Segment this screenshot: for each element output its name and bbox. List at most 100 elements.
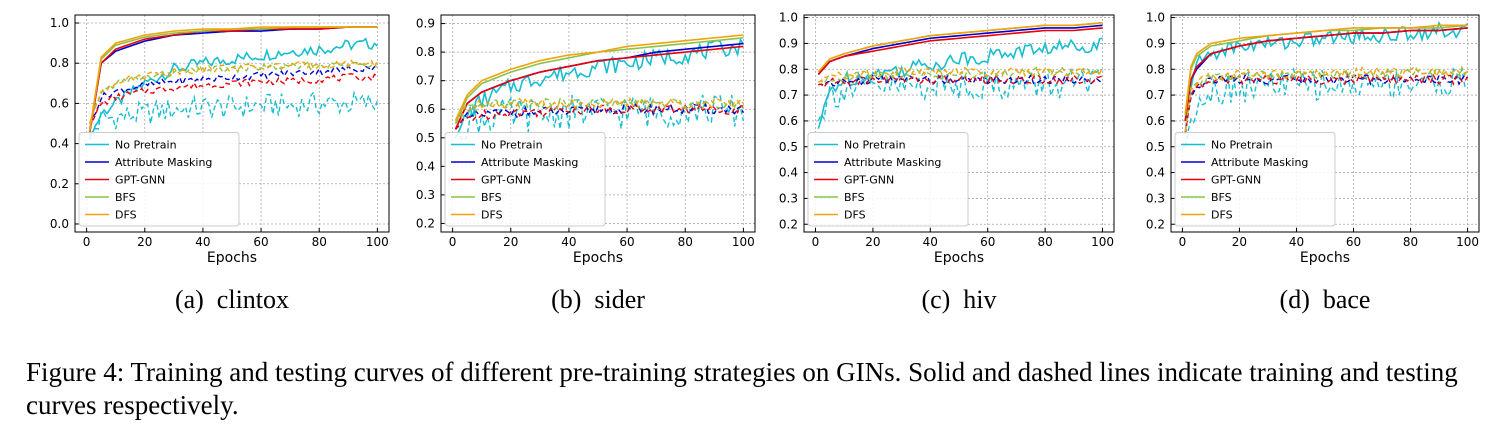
x-tick-label: 40 bbox=[561, 235, 576, 249]
x-tick-label: 60 bbox=[1346, 235, 1361, 249]
series-line-no-pretrain-test bbox=[817, 67, 1103, 122]
legend-label: Attribute Masking bbox=[115, 156, 212, 169]
y-tick-label: 0.4 bbox=[1146, 166, 1165, 180]
y-tick-label: 0.4 bbox=[779, 166, 798, 180]
legend-label: DFS bbox=[481, 209, 503, 222]
x-tick-label: 0 bbox=[812, 235, 820, 249]
series-line-dfs-test bbox=[818, 66, 1104, 83]
y-tick-label: 0.4 bbox=[416, 159, 435, 173]
y-tick-label: 0.5 bbox=[416, 131, 435, 145]
x-tick-label: 20 bbox=[1232, 235, 1247, 249]
legend-label: Attribute Masking bbox=[844, 156, 941, 169]
legend-label: BFS bbox=[115, 191, 136, 204]
legend-label: No Pretrain bbox=[1211, 139, 1273, 152]
series-line-gpt-gnn-train bbox=[454, 45, 744, 130]
x-tick-label: 100 bbox=[1456, 235, 1479, 249]
y-tick-label: 0.2 bbox=[416, 216, 435, 230]
legend-label: Attribute Masking bbox=[481, 156, 578, 169]
plot-frame bbox=[1170, 14, 1480, 233]
y-tick-label: 0.7 bbox=[1146, 88, 1165, 102]
series-line-gpt-gnn-test bbox=[1184, 73, 1469, 134]
y-tick-label: 0.2 bbox=[50, 177, 69, 191]
plot-frame bbox=[803, 14, 1115, 233]
chart-panel-1: 0 20 40 60 80 100 0.0 0.2 0.4 0.6 0.8 1.0 Epochs No P… bbox=[50, 14, 390, 314]
series-line-attribute-masking-train bbox=[454, 42, 744, 130]
y-tick-label: 1.0 bbox=[50, 16, 69, 30]
y-tick-label: 0.9 bbox=[1146, 36, 1165, 50]
x-tick-label: 60 bbox=[980, 235, 995, 249]
legend-label: GPT-GNN bbox=[481, 174, 531, 187]
x-tick-label: 100 bbox=[366, 235, 389, 249]
x-tick-label: 40 bbox=[1289, 235, 1304, 249]
y-tick-label: 0.6 bbox=[1146, 114, 1165, 128]
x-tick-label: 20 bbox=[137, 235, 152, 249]
legend-label: BFS bbox=[844, 191, 865, 204]
series-line-no-pretrain-train bbox=[88, 37, 378, 140]
legend-label: GPT-GNN bbox=[115, 174, 165, 187]
x-tick-label: 40 bbox=[195, 235, 210, 249]
x-tick-label: 0 bbox=[449, 235, 457, 249]
x-tick-label: 100 bbox=[1091, 235, 1114, 249]
y-tick-label: 0.3 bbox=[1146, 191, 1165, 205]
x-tick-label: 100 bbox=[732, 235, 755, 249]
y-tick-label: 0.7 bbox=[779, 88, 798, 102]
y-tick-label: 0.9 bbox=[416, 17, 435, 31]
series-line-dfs-train bbox=[88, 26, 378, 132]
series-line-attribute-masking-test bbox=[1184, 73, 1469, 134]
series-line-bfs-test bbox=[88, 61, 378, 124]
series-line-dfs-train bbox=[1184, 24, 1468, 114]
y-tick-label: 0.2 bbox=[779, 217, 798, 231]
legend-box bbox=[78, 132, 240, 227]
y-tick-label: 0.3 bbox=[416, 188, 435, 202]
y-tick-label: 0.6 bbox=[50, 96, 69, 110]
series-line-bfs-train bbox=[1184, 24, 1468, 116]
y-tick-label: 0.0 bbox=[50, 217, 69, 231]
x-tick-label: 0 bbox=[1179, 235, 1187, 249]
figure: 0 20 40 60 80 100 0.0 0.2 0.4 0.6 0.8 1.0 Epochs No P… bbox=[50, 11, 1480, 314]
legend-box bbox=[1174, 132, 1336, 227]
y-tick-label: 0.4 bbox=[50, 137, 69, 151]
series-line-gpt-gnn-train bbox=[817, 27, 1103, 75]
series-line-dfs-test bbox=[454, 96, 744, 122]
series-line-no-pretrain-test bbox=[88, 90, 379, 136]
x-axis-label: Epochs bbox=[573, 250, 623, 266]
series-line-gpt-gnn-train bbox=[88, 26, 378, 134]
subcaption: (b) sider bbox=[551, 285, 645, 314]
series-line-attribute-masking-train bbox=[817, 24, 1103, 75]
legend-label: DFS bbox=[1211, 209, 1233, 222]
subcaption: (c) hiv bbox=[921, 285, 996, 314]
y-tick-label: 1.0 bbox=[1146, 11, 1165, 25]
legend-label: BFS bbox=[1211, 191, 1232, 204]
legend-label: No Pretrain bbox=[481, 139, 543, 152]
legend-label: GPT-GNN bbox=[1211, 174, 1261, 187]
x-tick-label: 60 bbox=[253, 235, 268, 249]
series-line-gpt-gnn-train bbox=[1184, 27, 1468, 122]
legend-label: No Pretrain bbox=[844, 139, 906, 152]
plot-frame bbox=[74, 14, 390, 233]
legend-label: DFS bbox=[844, 209, 866, 222]
x-tick-label: 20 bbox=[865, 235, 880, 249]
legend: No Pretrain Attribute Masking GPT-GNN BFS DF… bbox=[1174, 132, 1336, 227]
chart-panel-4: 0 20 40 60 80 100 0.2 0.3 0.4 0.5 0.6 0.7 0.8 0.9 1.0 E… bbox=[1146, 11, 1480, 314]
legend-label: DFS bbox=[115, 209, 137, 222]
subcaption: (a) clintox bbox=[175, 285, 289, 314]
y-tick-label: 0.7 bbox=[416, 74, 435, 88]
y-tick-label: 0.3 bbox=[779, 191, 798, 205]
series-line-gpt-gnn-test bbox=[455, 103, 744, 130]
legend: No Pretrain Attribute Masking GPT-GNN BFS DF… bbox=[807, 132, 969, 227]
y-tick-label: 0.8 bbox=[50, 56, 69, 70]
legend-box bbox=[444, 132, 606, 227]
chart-panel-3: 0 20 40 60 80 100 0.2 0.3 0.4 0.5 0.6 0.7 0.8 0.9 1.0 E… bbox=[779, 11, 1115, 314]
chart-panel-2: 0 20 40 60 80 100 0.2 0.3 0.4 0.5 0.6 0.7 0.8 0.9 Epoc… bbox=[416, 14, 756, 314]
figure-caption: Figure 4: Training and testing curves of… bbox=[26, 357, 1458, 420]
series-line-dfs-test bbox=[88, 59, 378, 124]
y-tick-label: 0.2 bbox=[1146, 217, 1165, 231]
x-axis-label: Epochs bbox=[934, 250, 984, 266]
series-line-dfs-train bbox=[454, 34, 744, 121]
series-line-attribute-masking-test bbox=[818, 73, 1103, 87]
y-tick-label: 0.8 bbox=[779, 62, 798, 76]
y-tick-label: 0.8 bbox=[416, 45, 435, 59]
series-line-no-pretrain-train bbox=[454, 37, 745, 139]
series-line-dfs-train bbox=[817, 21, 1103, 73]
y-tick-label: 0.6 bbox=[779, 114, 798, 128]
